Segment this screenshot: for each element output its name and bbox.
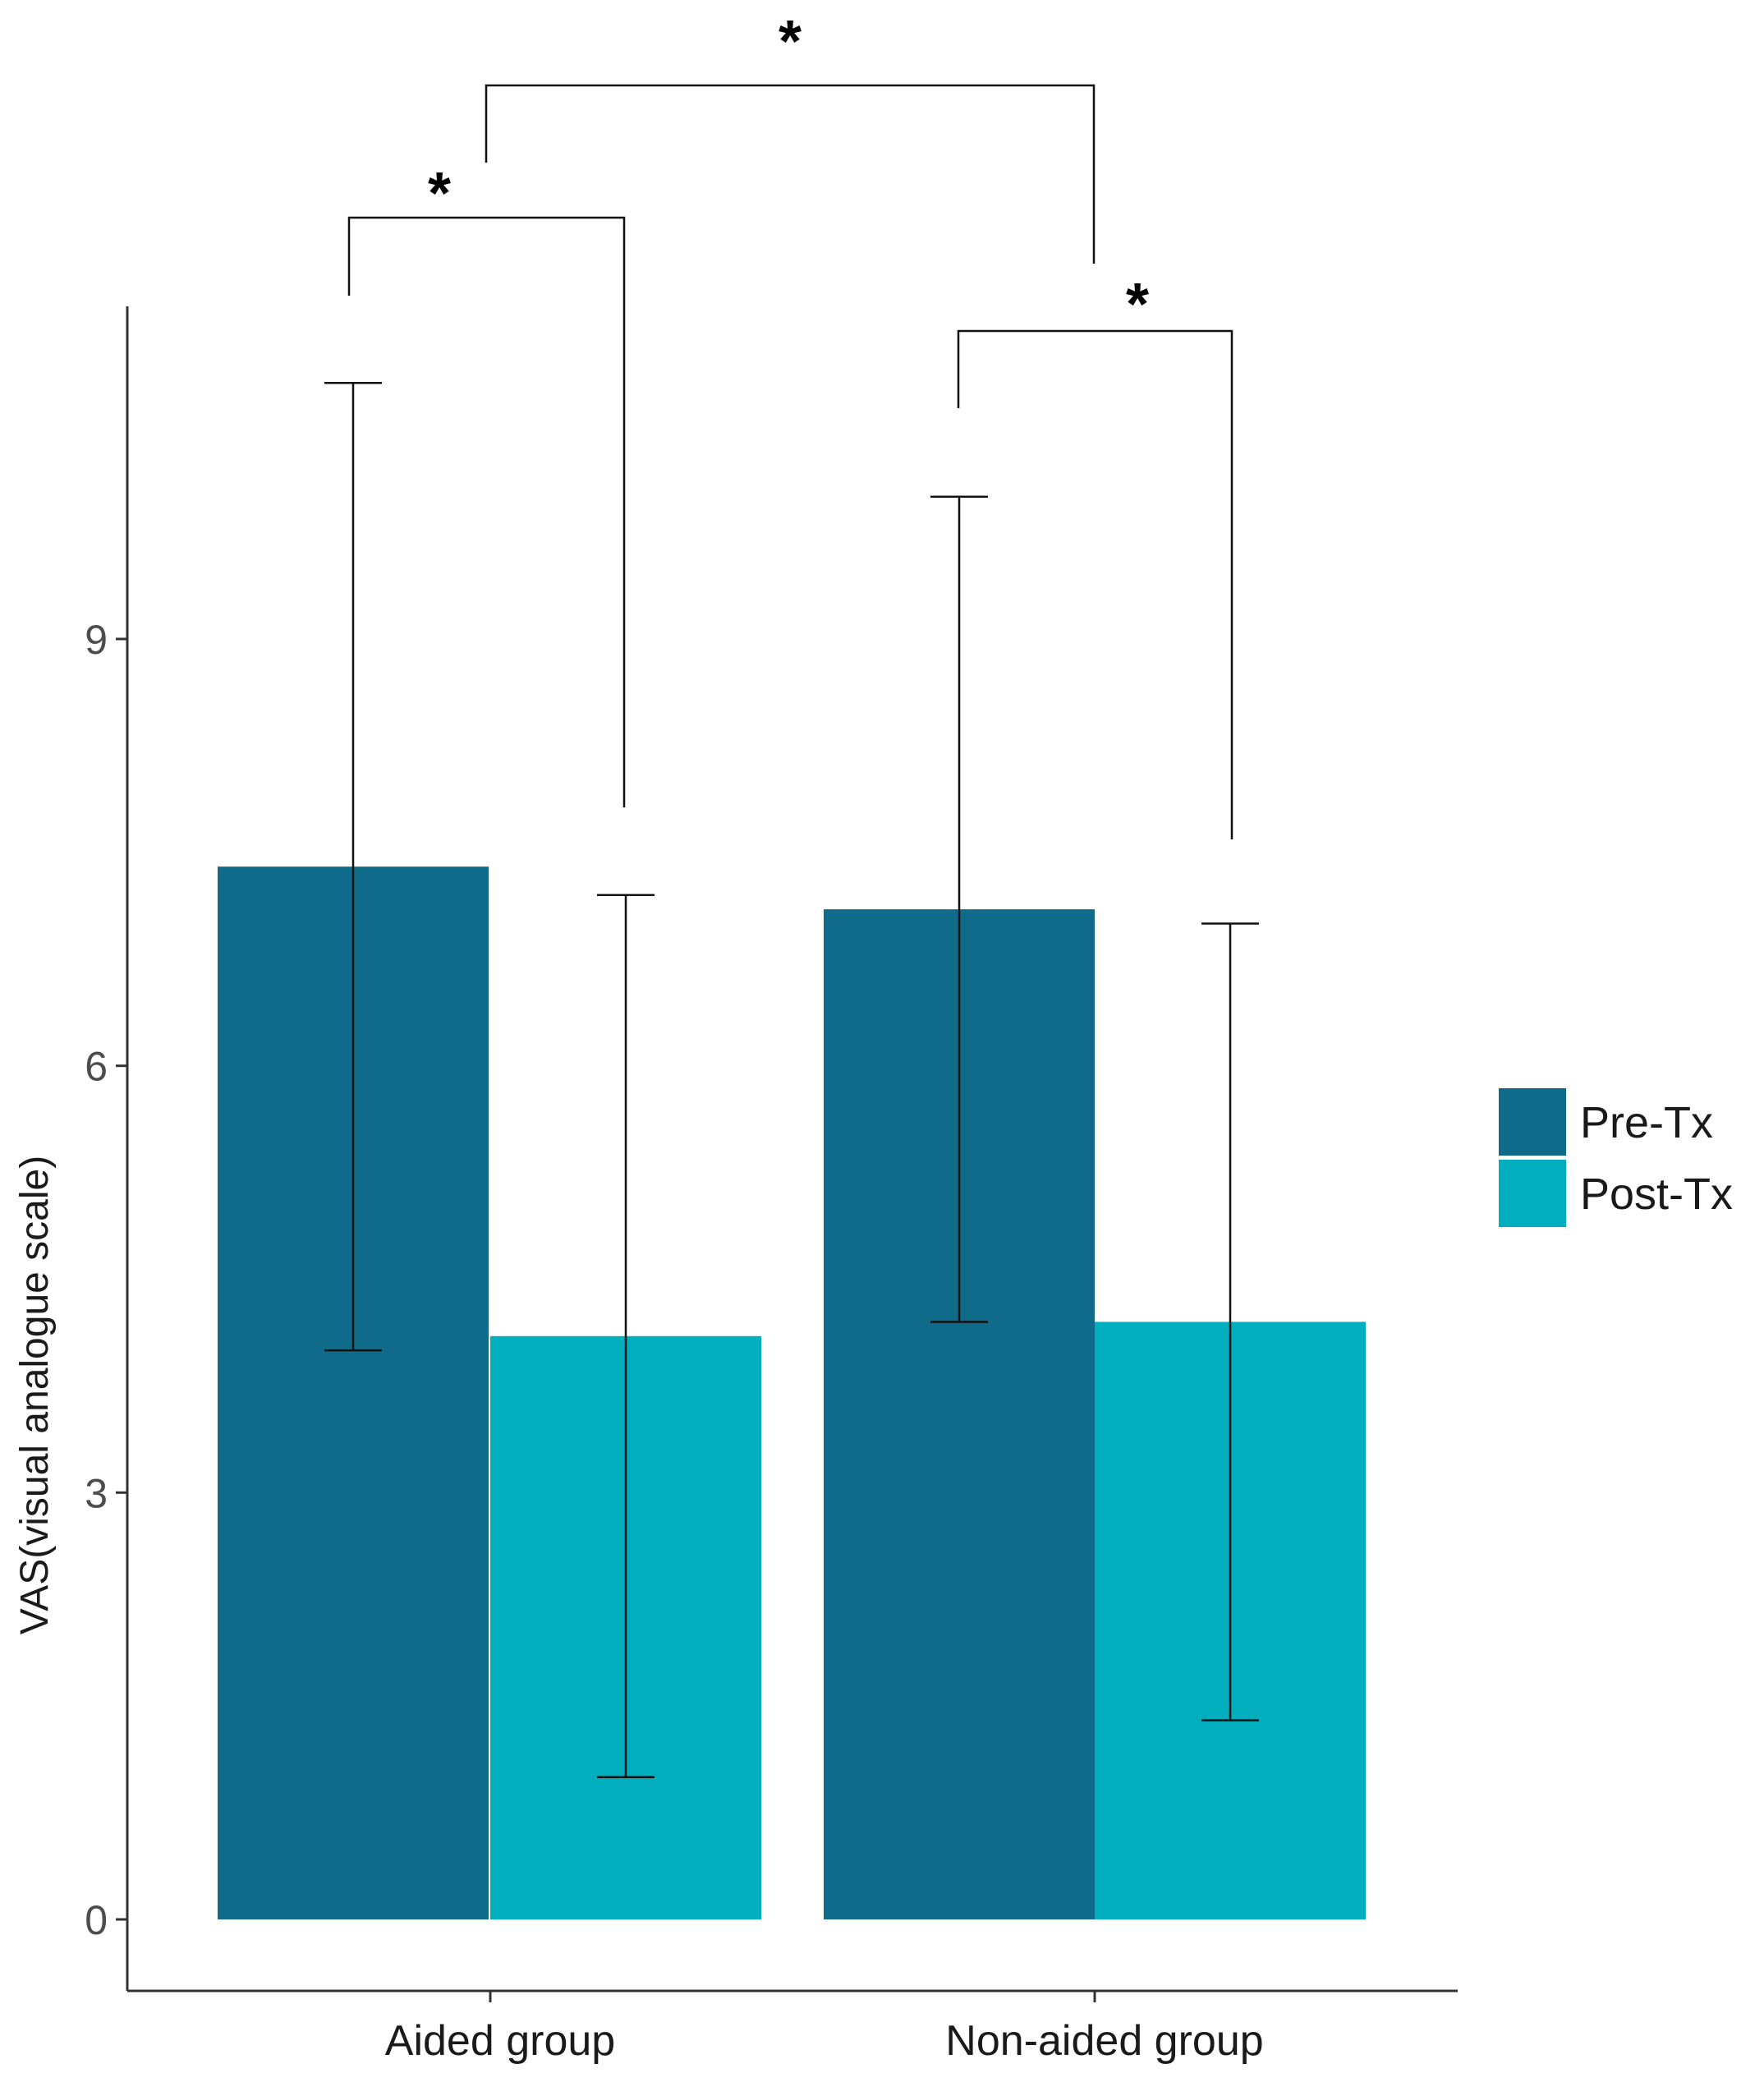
y-axis-label: VAS(visual analogue scale) [13,1156,57,1634]
significance-star: * [1126,272,1149,338]
legend: Pre-Tx Post-Tx [1499,1088,1733,1227]
significance-star: * [779,9,802,75]
legend-label-post-tx: Post-Tx [1580,1170,1733,1219]
y-tick-label: 0 [85,1897,108,1943]
bars [218,866,1366,1919]
axes: 0 3 6 9 VAS(visual analogue scale) Aided grou… [13,306,1458,2065]
significance-star: * [428,161,451,227]
legend-swatch-post-tx [1499,1160,1566,1227]
y-tick-label: 3 [85,1470,108,1516]
significance-bracket [485,84,1096,264]
y-tick-label: 9 [85,617,108,663]
error-bars [324,381,1259,1779]
significance-brackets: * * * [347,9,1233,839]
significance-bracket [347,216,626,807]
x-tick-label: Aided group [385,2017,615,2065]
y-tick-label: 6 [85,1044,108,1090]
legend-swatch-pre-tx [1499,1088,1566,1156]
legend-label-pre-tx: Pre-Tx [1580,1098,1713,1147]
x-tick-label: Non-aided group [945,2017,1263,2065]
significance-bracket [957,329,1233,839]
